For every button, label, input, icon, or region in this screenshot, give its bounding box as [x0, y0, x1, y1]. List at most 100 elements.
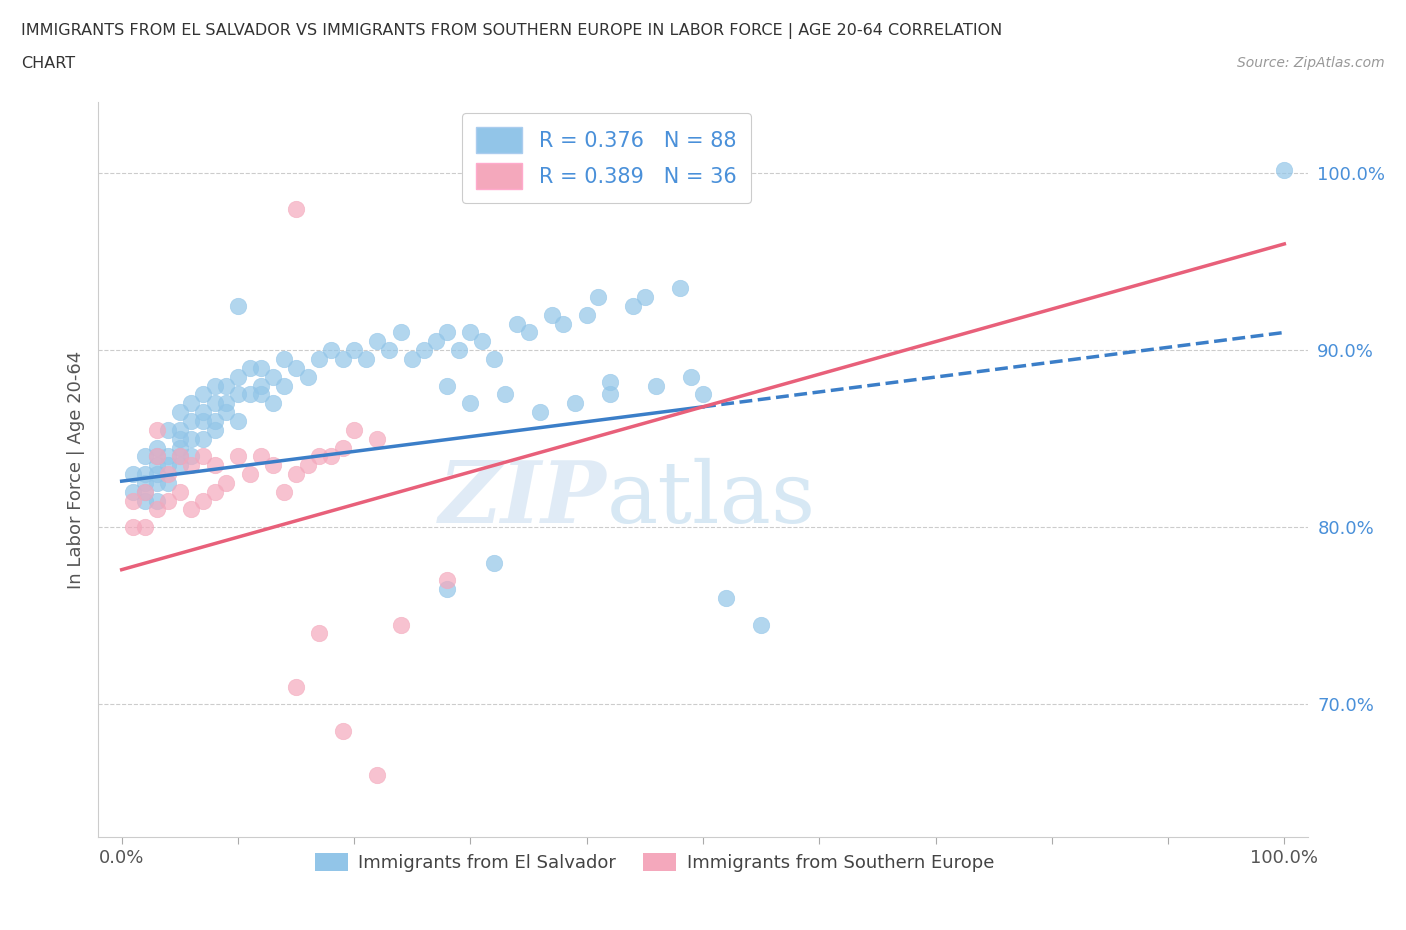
Point — [122, 493, 145, 508]
Point — [285, 467, 308, 482]
Point — [645, 379, 668, 393]
Point — [599, 387, 621, 402]
Point — [191, 449, 214, 464]
Point — [169, 449, 191, 464]
Point — [343, 343, 366, 358]
Point — [215, 379, 238, 393]
Point — [319, 449, 342, 464]
Point — [169, 440, 191, 455]
Point — [180, 414, 202, 429]
Point — [180, 502, 202, 517]
Point — [169, 485, 191, 499]
Point — [180, 449, 202, 464]
Point — [447, 343, 470, 358]
Point — [332, 724, 354, 738]
Point — [157, 422, 180, 437]
Point — [354, 352, 377, 366]
Point — [1272, 162, 1295, 177]
Point — [134, 475, 156, 490]
Point — [215, 396, 238, 411]
Point — [145, 449, 167, 464]
Point — [226, 449, 249, 464]
Point — [366, 767, 388, 782]
Point — [250, 379, 273, 393]
Point — [297, 369, 319, 384]
Point — [145, 502, 167, 517]
Point — [436, 573, 458, 588]
Point — [145, 467, 167, 482]
Point — [180, 396, 202, 411]
Point — [169, 432, 191, 446]
Point — [389, 325, 412, 339]
Point — [204, 414, 226, 429]
Point — [621, 299, 644, 313]
Point — [134, 485, 156, 499]
Point — [157, 449, 180, 464]
Point — [169, 449, 191, 464]
Point — [332, 440, 354, 455]
Point — [145, 422, 167, 437]
Y-axis label: In Labor Force | Age 20-64: In Labor Force | Age 20-64 — [66, 351, 84, 589]
Point — [204, 485, 226, 499]
Point — [482, 352, 505, 366]
Point — [226, 387, 249, 402]
Point — [226, 369, 249, 384]
Point — [401, 352, 423, 366]
Point — [494, 387, 516, 402]
Point — [134, 449, 156, 464]
Point — [436, 581, 458, 596]
Point — [517, 325, 540, 339]
Point — [389, 618, 412, 632]
Point — [134, 467, 156, 482]
Point — [239, 387, 262, 402]
Point — [250, 361, 273, 376]
Point — [191, 493, 214, 508]
Point — [157, 467, 180, 482]
Point — [553, 316, 575, 331]
Point — [134, 493, 156, 508]
Point — [204, 396, 226, 411]
Point — [308, 449, 330, 464]
Text: IMMIGRANTS FROM EL SALVADOR VS IMMIGRANTS FROM SOUTHERN EUROPE IN LABOR FORCE | : IMMIGRANTS FROM EL SALVADOR VS IMMIGRANT… — [21, 23, 1002, 39]
Point — [215, 475, 238, 490]
Point — [564, 396, 586, 411]
Text: atlas: atlas — [606, 458, 815, 540]
Point — [169, 458, 191, 472]
Point — [634, 289, 657, 304]
Point — [471, 334, 494, 349]
Point — [191, 405, 214, 419]
Point — [250, 387, 273, 402]
Point — [285, 201, 308, 216]
Point — [343, 422, 366, 437]
Point — [588, 289, 610, 304]
Point — [157, 493, 180, 508]
Point — [749, 618, 772, 632]
Text: Source: ZipAtlas.com: Source: ZipAtlas.com — [1237, 56, 1385, 70]
Point — [191, 414, 214, 429]
Point — [273, 485, 295, 499]
Point — [297, 458, 319, 472]
Point — [204, 422, 226, 437]
Point — [204, 379, 226, 393]
Point — [191, 387, 214, 402]
Point — [599, 375, 621, 390]
Point — [506, 316, 529, 331]
Point — [262, 458, 284, 472]
Point — [145, 493, 167, 508]
Point — [250, 449, 273, 464]
Point — [366, 432, 388, 446]
Point — [157, 475, 180, 490]
Point — [308, 352, 330, 366]
Point — [134, 485, 156, 499]
Point — [319, 343, 342, 358]
Point — [180, 432, 202, 446]
Point — [436, 379, 458, 393]
Text: CHART: CHART — [21, 56, 75, 71]
Point — [308, 626, 330, 641]
Point — [273, 352, 295, 366]
Point — [285, 679, 308, 694]
Point — [226, 414, 249, 429]
Point — [145, 458, 167, 472]
Point — [145, 449, 167, 464]
Point — [262, 396, 284, 411]
